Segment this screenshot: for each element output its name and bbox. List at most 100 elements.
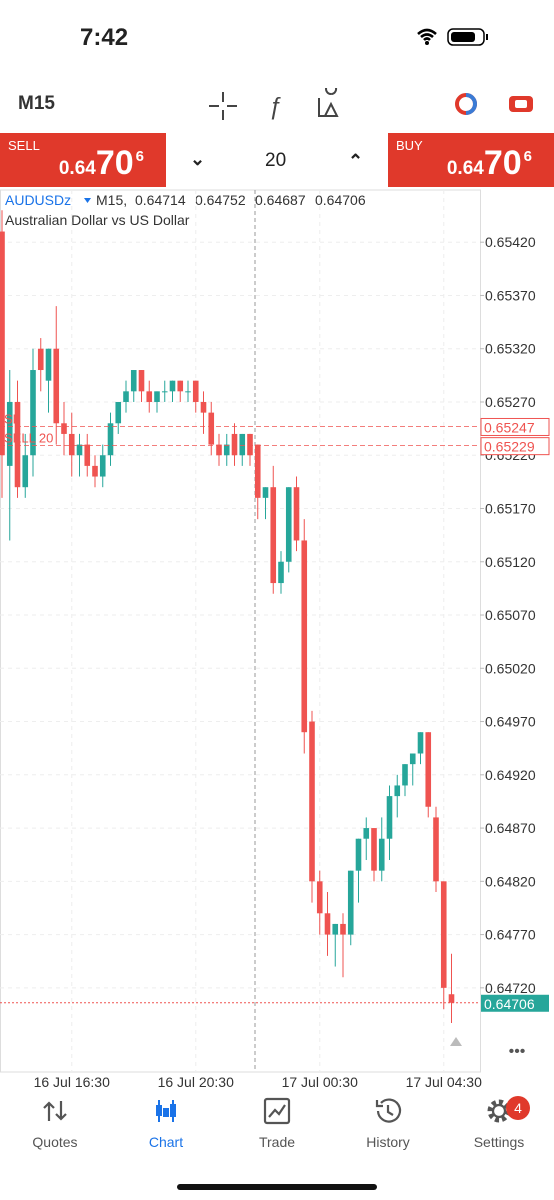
nav-label: Trade	[258, 1134, 296, 1150]
candle-body	[332, 923, 339, 935]
high-value: 0.64752	[195, 192, 246, 208]
order-price-box	[480, 437, 550, 456]
nav-icon	[43, 1101, 67, 1121]
symbol-dropdown	[84, 198, 91, 203]
x-tick-label: 16 Jul 20:30	[158, 1074, 234, 1090]
nav-quotes[interactable]: Quotes	[0, 1097, 110, 1150]
candle-body	[394, 785, 401, 797]
candle-body	[92, 465, 98, 477]
candle-body	[99, 455, 106, 477]
candle-body	[30, 370, 36, 456]
candle-body	[278, 561, 284, 584]
order-price-box	[480, 417, 550, 436]
y-tick-label: 0.64770	[485, 927, 536, 943]
symbol: AUDUSDz	[5, 192, 71, 208]
candle-body	[270, 487, 277, 584]
candle-body	[285, 487, 292, 562]
y-tick-label: 0.64820	[485, 873, 536, 889]
volume[interactable]: 20	[265, 150, 287, 171]
candle-body	[239, 433, 246, 456]
candle-body	[154, 391, 160, 402]
candle-body	[363, 828, 370, 839]
buy-price-main: 0.64	[446, 158, 484, 179]
order-price: 0.65247	[484, 419, 535, 435]
buy-button[interactable]: BUY 0.6470 6	[388, 133, 554, 187]
y-tick-label: 0.65070	[485, 607, 536, 623]
sell-price-sup: 6	[135, 148, 144, 165]
candle-body	[177, 380, 184, 392]
plot-frame	[0, 189, 481, 1073]
volume-down[interactable]: ⌄	[190, 149, 206, 169]
sell-price-main: 0.64	[58, 158, 96, 179]
settings-badge: 4	[506, 1096, 530, 1120]
svg-text:ƒ: ƒ	[268, 93, 281, 120]
candle-body	[169, 380, 176, 392]
more-icon: •••	[509, 1043, 526, 1060]
candle-body	[22, 455, 29, 488]
x-tick-label: 16 Jul 16:30	[34, 1074, 110, 1090]
candle-body	[115, 401, 122, 424]
candle-body	[316, 881, 323, 914]
sell-price-big: 70	[95, 144, 134, 182]
candle-body	[84, 444, 91, 466]
y-tick-label: 0.64970	[485, 714, 536, 730]
candle-body	[185, 391, 191, 393]
candle-body	[14, 401, 21, 488]
nav-settings[interactable]: Settings	[444, 1097, 554, 1150]
candle-body	[37, 348, 44, 371]
candle-body	[223, 444, 230, 456]
toolbar-icons: ƒ	[209, 88, 339, 120]
buy-price-sup: 6	[523, 148, 532, 165]
candle-body	[45, 348, 52, 381]
candle-body	[433, 817, 439, 882]
sell-button[interactable]: SELL 0.6470 6	[0, 133, 166, 187]
last-price: 0.64706	[484, 996, 535, 1012]
buy-price-big: 70	[483, 144, 522, 182]
status-icons	[417, 28, 488, 46]
candle-body	[309, 721, 315, 882]
subtitle: Australian Dollar vs US Dollar	[5, 212, 190, 228]
y-tick-label: 0.65120	[485, 554, 536, 570]
x-tick-label: 17 Jul 00:30	[282, 1074, 358, 1090]
nav-trade[interactable]: Trade	[222, 1097, 332, 1150]
nav-icon	[156, 1100, 176, 1122]
nav-icon	[375, 1098, 402, 1123]
y-tick-label: 0.64920	[485, 767, 536, 783]
sell-label: SELL	[8, 138, 40, 153]
candle-body	[301, 540, 308, 733]
open-value: 0.64714	[135, 192, 186, 208]
nav-label: Settings	[473, 1134, 525, 1150]
candle-body	[68, 433, 75, 456]
candle-body	[340, 923, 346, 935]
last-price-box	[481, 994, 549, 1012]
toolbar-right-icons	[455, 93, 533, 115]
order-price: 0.65229	[484, 439, 535, 455]
buy-label: BUY	[396, 138, 423, 153]
timeframe-button[interactable]: M15	[18, 93, 55, 114]
x-tick-label: 17 Jul 04:30	[406, 1074, 482, 1090]
candle-body	[192, 380, 199, 402]
y-tick-label: 0.65170	[485, 501, 536, 517]
candle-body	[216, 444, 222, 456]
volume-up[interactable]: ⌃	[348, 151, 364, 171]
y-tick-label: 0.64870	[485, 820, 536, 836]
nav-label: Quotes	[32, 1134, 78, 1150]
candle-body	[262, 487, 269, 498]
candle-body	[324, 913, 331, 935]
close-value: 0.64706	[315, 192, 366, 208]
order-label: SL	[4, 411, 20, 426]
nav-history[interactable]: History	[333, 1097, 443, 1150]
candle-body	[76, 444, 83, 456]
scroll-marker	[450, 1037, 462, 1046]
low-value: 0.64687	[255, 192, 306, 208]
candle-body	[254, 444, 261, 498]
candle-body	[293, 487, 300, 541]
candle-body	[371, 828, 377, 871]
candle-body	[231, 433, 238, 456]
candle-body	[161, 391, 168, 393]
nav-icon	[263, 1097, 291, 1125]
candle-body	[146, 391, 153, 402]
candle-body	[440, 881, 447, 988]
nav-chart[interactable]: Chart	[111, 1097, 221, 1150]
status-time: 7:42	[80, 24, 129, 51]
